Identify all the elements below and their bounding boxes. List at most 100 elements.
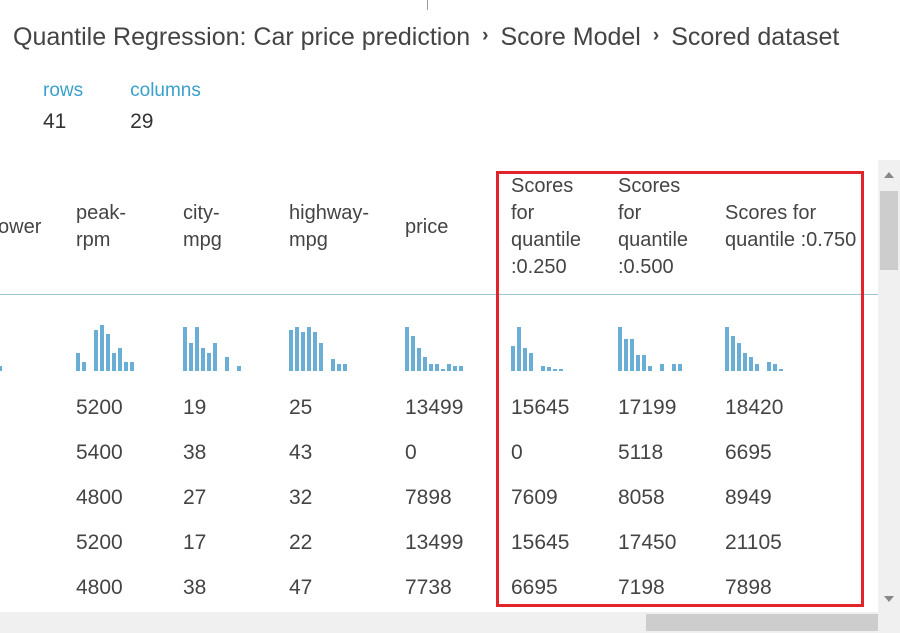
histogram-bar xyxy=(301,332,305,371)
histogram-bar xyxy=(755,364,759,371)
table-cell[interactable]: 38 xyxy=(183,576,207,599)
column-header-label: Scores for quantile :0.750 xyxy=(725,202,857,251)
table-cell[interactable]: 17450 xyxy=(618,531,677,554)
table-cell[interactable]: 43 xyxy=(289,441,313,464)
table-cell[interactable]: 6695 xyxy=(511,576,558,599)
table-cell[interactable]: 4800 xyxy=(76,576,123,599)
table-cell[interactable]: 25 xyxy=(289,396,313,419)
table-cell[interactable]: 47 xyxy=(289,576,313,599)
dataset-stats: rows 41 columns 29 xyxy=(43,80,248,134)
histogram-bar xyxy=(118,348,122,371)
table-cell[interactable]: 22 xyxy=(289,531,313,554)
table-cell[interactable]: 27 xyxy=(183,486,207,509)
breadcrumb-module[interactable]: Score Model xyxy=(500,22,641,51)
table-cell[interactable]: 8058 xyxy=(618,486,665,509)
histogram-bar xyxy=(100,325,104,371)
histogram-bar xyxy=(743,353,747,371)
chevron-right-icon: › xyxy=(652,25,660,46)
table-cell[interactable]: 5200 xyxy=(76,396,123,419)
scroll-down-icon[interactable] xyxy=(884,596,894,602)
column-header[interactable]: peak- rpm xyxy=(76,160,126,294)
table-cell[interactable]: 7198 xyxy=(618,576,665,599)
histogram-bar xyxy=(313,332,317,371)
histogram-bar xyxy=(553,369,557,371)
table-cell[interactable]: 6695 xyxy=(725,441,772,464)
vertical-scrollbar[interactable] xyxy=(878,160,900,612)
column-header[interactable]: Scores for quantile :0.250 xyxy=(511,160,581,294)
histogram-bar xyxy=(124,362,128,371)
histogram-bar xyxy=(618,327,622,371)
table-cell[interactable]: 7898 xyxy=(725,576,772,599)
table-cell[interactable]: 13499 xyxy=(405,396,464,419)
table-cell[interactable]: 7898 xyxy=(405,486,452,509)
column-header[interactable]: price xyxy=(405,160,448,294)
data-grid: ower peak- rpm city- mpg highway- mpg price S… xyxy=(0,160,878,612)
table-cell[interactable]: 15645 xyxy=(511,396,570,419)
column-header[interactable]: ower xyxy=(0,160,41,294)
histogram-bar xyxy=(405,327,409,371)
histogram-bar xyxy=(423,357,427,371)
table-cell[interactable]: 18420 xyxy=(725,396,784,419)
table-cell[interactable]: 5400 xyxy=(76,441,123,464)
vertical-scroll-thumb[interactable] xyxy=(880,191,898,270)
horizontal-scroll-thumb[interactable] xyxy=(646,614,878,631)
column-header[interactable]: Scores for quantile :0.750 xyxy=(725,160,856,294)
table-cell[interactable]: 5200 xyxy=(76,531,123,554)
table-cell[interactable]: 8949 xyxy=(725,486,772,509)
histogram-bar xyxy=(295,327,299,371)
histogram-bar xyxy=(660,364,664,371)
column-histogram xyxy=(0,320,78,371)
breadcrumb: Quantile Regression: Car price predictio… xyxy=(13,20,839,54)
table-cell[interactable]: 38 xyxy=(183,441,207,464)
scroll-up-icon[interactable] xyxy=(884,172,894,178)
histogram-bar xyxy=(76,353,80,371)
histogram-bar xyxy=(773,364,777,371)
histogram-bar xyxy=(441,369,445,371)
histogram-bar xyxy=(225,357,229,371)
column-histogram xyxy=(289,320,369,371)
histogram-bar xyxy=(541,366,545,371)
table-cell[interactable]: 0 xyxy=(511,441,523,464)
column-header-label: Scores for quantile :0.250 xyxy=(511,175,582,278)
rows-value: 41 xyxy=(43,110,67,133)
columns-value: 29 xyxy=(130,110,154,133)
histogram-bar xyxy=(337,364,341,371)
breadcrumb-experiment[interactable]: Quantile Regression: Car price predictio… xyxy=(13,22,471,51)
histogram-bar xyxy=(207,353,211,371)
histogram-bar xyxy=(237,366,241,371)
column-header[interactable]: Scores for quantile :0.500 xyxy=(618,160,688,294)
column-header[interactable]: city- mpg xyxy=(183,160,222,294)
table-cell[interactable]: 17199 xyxy=(618,396,677,419)
table-cell[interactable]: 0 xyxy=(405,441,417,464)
table-cell[interactable]: 7738 xyxy=(405,576,452,599)
histogram-bar xyxy=(672,364,676,371)
histogram-bar xyxy=(737,343,741,371)
histogram-bar xyxy=(648,366,652,371)
column-histogram xyxy=(511,320,591,371)
table-cell[interactable]: 21105 xyxy=(725,531,782,554)
table-cell[interactable]: 19 xyxy=(183,396,207,419)
table-cell[interactable]: 13499 xyxy=(405,531,464,554)
top-edge xyxy=(0,0,900,10)
table-cell[interactable]: 17 xyxy=(183,531,207,554)
table-cell[interactable]: 15645 xyxy=(511,531,570,554)
histogram-bar xyxy=(331,359,335,371)
histogram-bar xyxy=(453,366,457,371)
histogram-bar xyxy=(731,336,735,371)
column-header[interactable]: highway- mpg xyxy=(289,160,369,294)
scrollbar-corner xyxy=(878,612,900,633)
column-histogram xyxy=(183,320,263,371)
histogram-bar xyxy=(447,364,451,371)
column-header-label: highway- mpg xyxy=(289,202,370,251)
column-header-label: peak- rpm xyxy=(76,202,127,251)
horizontal-scrollbar[interactable] xyxy=(0,612,878,633)
rows-stat: rows 41 xyxy=(43,80,83,134)
table-cell[interactable]: 4800 xyxy=(76,486,123,509)
table-cell[interactable]: 32 xyxy=(289,486,313,509)
histogram-bar xyxy=(411,336,415,371)
table-cell[interactable]: 7609 xyxy=(511,486,558,509)
histogram-bar xyxy=(459,366,463,371)
histogram-bar xyxy=(678,364,682,371)
column-histogram xyxy=(618,320,698,371)
table-cell[interactable]: 5118 xyxy=(618,441,664,464)
